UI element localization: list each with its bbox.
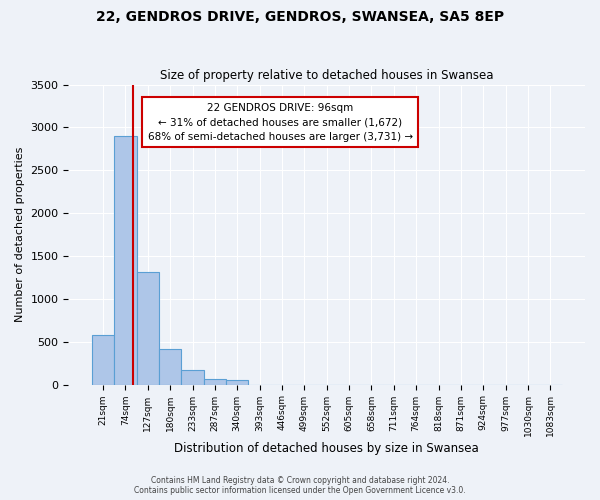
Bar — [181, 370, 204, 384]
Bar — [114, 136, 137, 384]
Bar — [92, 335, 114, 384]
Y-axis label: Number of detached properties: Number of detached properties — [15, 147, 25, 322]
Text: 22, GENDROS DRIVE, GENDROS, SWANSEA, SA5 8EP: 22, GENDROS DRIVE, GENDROS, SWANSEA, SA5… — [96, 10, 504, 24]
Bar — [137, 272, 159, 384]
Bar — [226, 380, 248, 384]
Text: Contains HM Land Registry data © Crown copyright and database right 2024.
Contai: Contains HM Land Registry data © Crown c… — [134, 476, 466, 495]
Text: 22 GENDROS DRIVE: 96sqm
← 31% of detached houses are smaller (1,672)
68% of semi: 22 GENDROS DRIVE: 96sqm ← 31% of detache… — [148, 102, 413, 142]
X-axis label: Distribution of detached houses by size in Swansea: Distribution of detached houses by size … — [175, 442, 479, 455]
Bar — [159, 349, 181, 384]
Bar — [204, 379, 226, 384]
Title: Size of property relative to detached houses in Swansea: Size of property relative to detached ho… — [160, 69, 493, 82]
